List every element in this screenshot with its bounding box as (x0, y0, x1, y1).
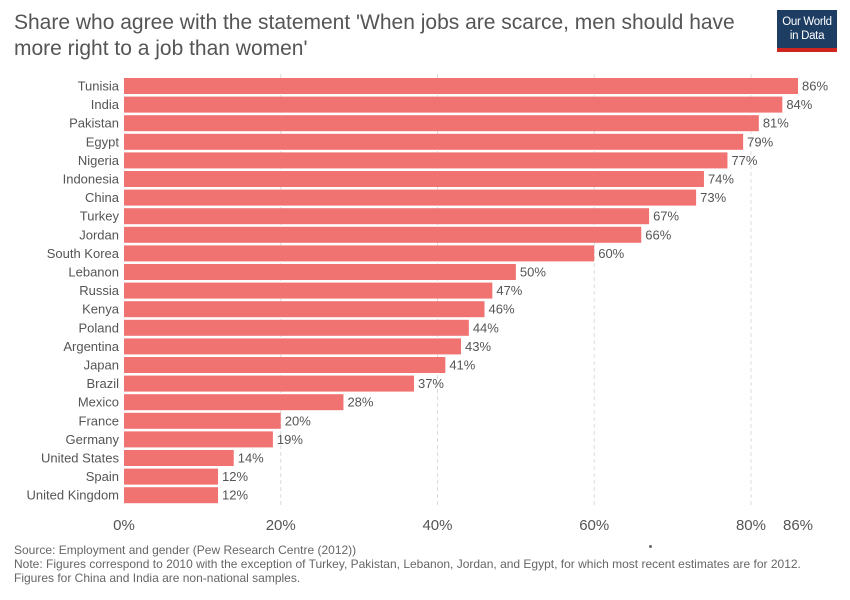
value-label: 74% (708, 172, 734, 187)
category-label: United States (41, 451, 120, 466)
bar-united-states (124, 450, 234, 466)
value-label: 43% (465, 339, 491, 354)
bar-lebanon (124, 264, 516, 280)
bar-jordan (124, 226, 642, 243)
value-label: 37% (418, 376, 444, 391)
value-label: 12% (222, 469, 248, 484)
bar-united-kingdom (124, 487, 219, 504)
category-label: Nigeria (78, 153, 120, 168)
category-label: Pakistan (69, 116, 119, 131)
value-label: 44% (473, 320, 499, 335)
bar-mexico (124, 394, 344, 411)
value-label: 47% (496, 283, 522, 298)
category-label: Poland (79, 320, 119, 335)
bar-germany (124, 431, 273, 448)
source-text: Source: Employment and gender (Pew Resea… (14, 543, 357, 557)
category-label: Germany (66, 432, 120, 447)
category-label: France (79, 413, 119, 428)
value-label: 19% (277, 432, 303, 447)
category-label: Argentina (63, 339, 119, 354)
category-label: United Kingdom (27, 488, 120, 503)
bar-japan (124, 357, 446, 373)
category-label: Brazil (86, 376, 119, 391)
logo-line-2: in Data (789, 30, 825, 42)
chart-title: Share who agree with the statement 'When… (14, 11, 735, 60)
value-label: 79% (747, 134, 773, 149)
value-label: 86% (802, 79, 828, 94)
x-tick-label: 40% (422, 517, 452, 534)
value-label: 28% (347, 395, 373, 410)
value-label: 50% (520, 265, 546, 280)
category-label: China (85, 190, 120, 205)
category-label: India (91, 97, 120, 112)
bar-pakistan (124, 115, 759, 132)
category-label: Russia (79, 283, 120, 298)
separator-dot (649, 545, 652, 548)
bar-kenya (124, 301, 485, 318)
x-tick-label: 0% (113, 517, 135, 534)
category-label: Lebanon (68, 265, 119, 280)
category-label: Indonesia (63, 172, 120, 187)
category-label: South Korea (47, 246, 120, 261)
value-label: 12% (222, 488, 248, 503)
note-text: Note: Figures correspond to 2010 with th… (14, 557, 801, 585)
value-label: 46% (489, 302, 515, 317)
bar-poland (124, 319, 469, 336)
value-label: 66% (645, 227, 671, 242)
bar-france (124, 412, 281, 429)
bar-china (124, 189, 697, 206)
category-label: Japan (84, 358, 119, 373)
category-label: Jordan (79, 227, 119, 242)
value-label: 41% (449, 358, 475, 373)
value-label: 20% (285, 413, 311, 428)
bar-egypt (124, 133, 744, 150)
value-label: 60% (598, 246, 624, 261)
x-tick-label: 20% (266, 517, 296, 534)
bar-indonesia (124, 171, 704, 187)
category-label: Turkey (80, 209, 120, 224)
logo-line-1: Our World (782, 16, 832, 28)
category-label: Tunisia (78, 79, 120, 94)
category-label: Egypt (86, 134, 120, 149)
category-label: Spain (86, 469, 119, 484)
bar-tunisia (124, 78, 798, 94)
owid-logo[interactable]: Our World in Data (777, 10, 837, 52)
value-label: 81% (763, 116, 789, 131)
bar-argentina (124, 338, 461, 355)
category-label: Mexico (78, 395, 119, 410)
bars (124, 78, 798, 504)
value-label: 14% (238, 451, 264, 466)
category-label: Kenya (82, 302, 120, 317)
bar-chart: 0% 20% 40% 60% 80% 86% Tunisia 86% India 84% Pakis… (27, 74, 829, 535)
bar-nigeria (124, 152, 728, 169)
x-tick-label: 86% (783, 517, 813, 534)
x-tick-label: 60% (579, 517, 609, 534)
value-label: 67% (653, 209, 679, 224)
x-tick-label: 80% (736, 517, 766, 534)
value-label: 73% (700, 190, 726, 205)
bar-brazil (124, 375, 414, 392)
bar-south-korea (124, 245, 595, 262)
bar-india (124, 96, 783, 113)
value-label: 77% (731, 153, 757, 168)
chart-footer: Source: Employment and gender (Pew Resea… (14, 543, 840, 585)
labels: 0% 20% 40% 60% 80% 86% Tunisia 86% India 84% Pakis… (27, 79, 829, 535)
value-label: 84% (786, 97, 812, 112)
bar-russia (124, 282, 493, 299)
bar-turkey (124, 208, 650, 225)
bar-spain (124, 468, 219, 485)
